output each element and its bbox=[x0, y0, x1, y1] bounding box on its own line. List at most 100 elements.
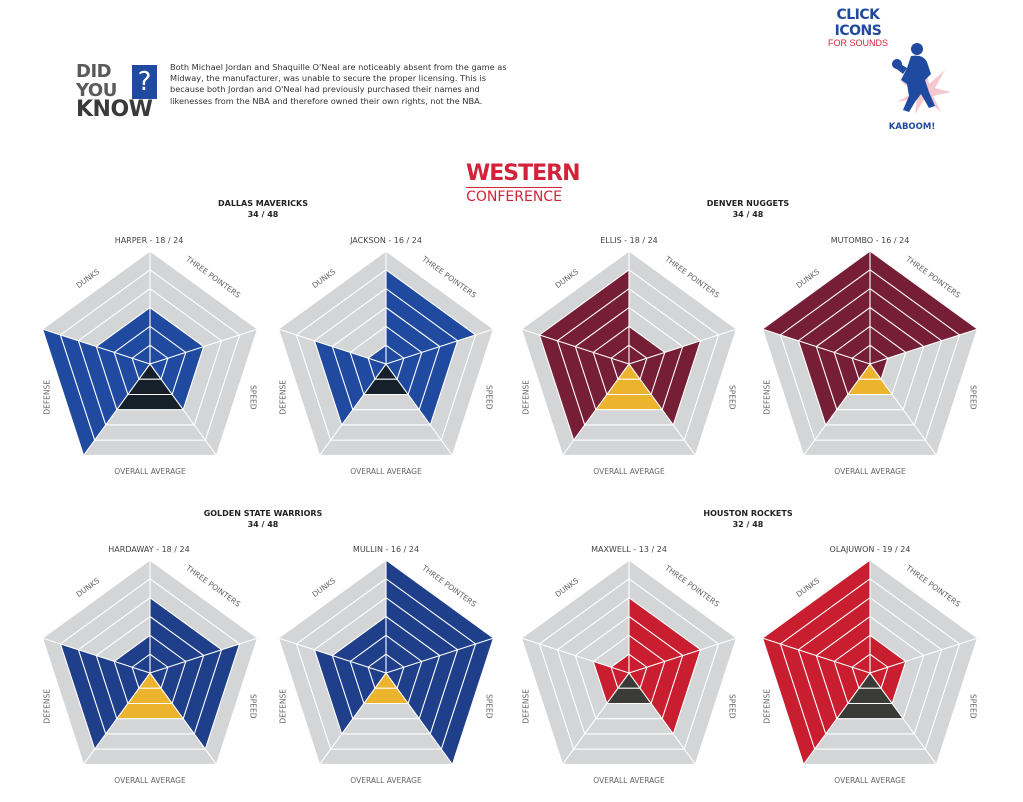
radar-value-three-pointers bbox=[870, 635, 906, 673]
sound-caption: KABOOM! bbox=[888, 122, 936, 132]
team-score: 34 / 48 bbox=[732, 210, 764, 219]
radar-spoke bbox=[869, 637, 978, 674]
radar-ring bbox=[313, 597, 459, 735]
player-title-maxwell: MAXWELL - 13 / 24 bbox=[591, 545, 667, 554]
radar-spoke bbox=[83, 672, 151, 765]
radar-ring bbox=[797, 288, 943, 426]
axis-label-overall-average: OVERALL AVERAGE bbox=[834, 467, 906, 476]
radar-value-three-pointers bbox=[386, 560, 494, 673]
radar-value-dunks bbox=[762, 560, 870, 673]
axis-label-dunks: DUNKS bbox=[795, 576, 822, 599]
radar-ring bbox=[520, 559, 738, 765]
sound-hint: CLICK ICONS FOR SOUNDS bbox=[818, 7, 898, 48]
team-name: DENVER NUGGETS bbox=[706, 199, 790, 208]
radar-spoke bbox=[803, 672, 871, 765]
axis-label-speed: SPEED bbox=[249, 694, 258, 719]
radar-spoke bbox=[762, 637, 871, 674]
radar-value-defense bbox=[762, 638, 870, 765]
radar-ring bbox=[277, 250, 495, 456]
radar-ring bbox=[113, 634, 187, 705]
radar-value-three-pointers bbox=[386, 269, 476, 364]
axis-label-overall-average: OVERALL AVERAGE bbox=[114, 776, 186, 785]
radar-spoke bbox=[319, 363, 387, 456]
radar-value-speed bbox=[150, 346, 204, 410]
radar-ring bbox=[815, 306, 925, 411]
axis-label-speed: SPEED bbox=[485, 385, 494, 410]
radar-value-dunks bbox=[114, 635, 150, 673]
axis-label-dunks: DUNKS bbox=[75, 267, 102, 290]
axis-label-speed: SPEED bbox=[728, 385, 737, 410]
team-score: 32 / 48 bbox=[732, 520, 764, 529]
radar-spoke bbox=[869, 328, 978, 365]
axis-label-defense: DEFENSE bbox=[278, 689, 287, 724]
radar-ring bbox=[131, 344, 169, 380]
player-title-hardaway: HARDAWAY - 18 / 24 bbox=[108, 545, 190, 554]
radar-spoke bbox=[278, 328, 387, 365]
radar-spoke bbox=[803, 363, 871, 456]
radar-spoke bbox=[628, 672, 696, 765]
axis-label-dunks: DUNKS bbox=[311, 576, 338, 599]
radar-spoke bbox=[869, 672, 937, 765]
radar-ring bbox=[313, 288, 459, 426]
axis-label-speed: SPEED bbox=[249, 385, 258, 410]
radar-spoke bbox=[869, 363, 937, 456]
radar-ring bbox=[41, 250, 259, 456]
radar-ring bbox=[367, 344, 405, 380]
radar-value-overall-average bbox=[116, 673, 184, 719]
radar-ring bbox=[113, 325, 187, 396]
radar-ring bbox=[592, 634, 666, 705]
radar-value-defense bbox=[593, 661, 629, 704]
radar-spoke bbox=[521, 637, 630, 674]
axis-label-dunks: DUNKS bbox=[311, 267, 338, 290]
axis-label-defense: DEFENSE bbox=[521, 380, 530, 415]
radar-ring bbox=[77, 597, 223, 735]
radar-ring bbox=[95, 615, 205, 720]
radar-ring bbox=[761, 250, 979, 456]
radar-ring bbox=[779, 269, 961, 441]
radar-ring bbox=[131, 653, 169, 689]
axis-label-defense: DEFENSE bbox=[42, 689, 51, 724]
radar-ring bbox=[295, 578, 477, 750]
basketball-player-icon[interactable] bbox=[885, 40, 965, 120]
radar-spoke bbox=[562, 672, 630, 765]
radar-ring bbox=[574, 615, 684, 720]
radar-value-speed bbox=[629, 340, 701, 425]
did-you-know-text: Both Michael Jordan and Shaquille O'Neal… bbox=[170, 62, 507, 106]
axis-label-defense: DEFENSE bbox=[762, 380, 771, 415]
radar-value-speed bbox=[150, 643, 240, 750]
question-mark-icon: ? bbox=[132, 65, 157, 99]
axis-label-overall-average: OVERALL AVERAGE bbox=[350, 776, 422, 785]
team-score: 34 / 48 bbox=[247, 520, 279, 529]
team-name: HOUSTON ROCKETS bbox=[703, 509, 793, 518]
radar-ring bbox=[520, 250, 738, 456]
axis-label-speed: SPEED bbox=[485, 694, 494, 719]
conference-line-1: WESTERN bbox=[466, 161, 581, 186]
radar-spoke bbox=[628, 637, 737, 674]
did-you-know-heading: DID YOU KNOW bbox=[76, 62, 153, 121]
team-name: DALLAS MAVERICKS bbox=[218, 199, 308, 208]
radar-ring bbox=[538, 269, 720, 441]
sound-hint-subtitle: FOR SOUNDS bbox=[827, 38, 888, 48]
radar-spoke bbox=[521, 328, 630, 365]
radar-ring bbox=[349, 325, 423, 396]
radar-value-three-pointers bbox=[629, 326, 665, 364]
radar-ring bbox=[815, 615, 925, 720]
radar-value-defense bbox=[60, 643, 150, 750]
radar-ring bbox=[833, 325, 907, 396]
radar-ring bbox=[574, 306, 684, 411]
team-header-houston: HOUSTON ROCKETS 32 / 48 bbox=[648, 508, 848, 530]
radar-value-dunks bbox=[332, 616, 386, 673]
radar-ring bbox=[331, 306, 441, 411]
team-score: 34 / 48 bbox=[247, 210, 279, 219]
axis-label-overall-average: OVERALL AVERAGE bbox=[350, 467, 422, 476]
radar-ring bbox=[851, 344, 889, 380]
radar-value-three-pointers bbox=[150, 597, 222, 673]
player-title-jackson: JACKSON - 16 / 24 bbox=[350, 236, 422, 245]
radar-spoke bbox=[149, 672, 217, 765]
radar-value-speed bbox=[386, 638, 494, 765]
radar-spoke bbox=[385, 363, 453, 456]
